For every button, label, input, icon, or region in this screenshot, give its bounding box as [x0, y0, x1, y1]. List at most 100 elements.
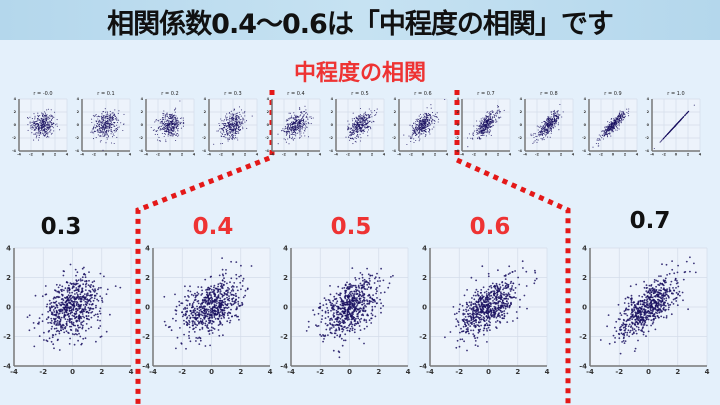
- data-point: [34, 123, 36, 125]
- y-tick-label: -4: [265, 149, 269, 153]
- data-point: [105, 125, 108, 127]
- data-point: [291, 134, 293, 136]
- data-point: [75, 274, 77, 277]
- data-point: [228, 138, 230, 140]
- data-point: [418, 121, 420, 123]
- data-point: [106, 114, 109, 116]
- data-point: [293, 133, 295, 136]
- data-point: [112, 114, 115, 116]
- data-point: [40, 126, 42, 129]
- data-point: [418, 127, 421, 129]
- data-point: [353, 118, 355, 120]
- data-point: [70, 320, 73, 323]
- data-point: [236, 112, 238, 114]
- data-point: [69, 325, 71, 328]
- data-point: [298, 128, 300, 130]
- data-point: [496, 112, 499, 115]
- data-point: [78, 314, 81, 317]
- y-tick-label: 4: [14, 97, 17, 101]
- data-point: [225, 123, 227, 125]
- data-point: [28, 329, 31, 332]
- data-point: [120, 122, 122, 124]
- data-point: [411, 125, 413, 127]
- data-point: [286, 132, 288, 134]
- data-point: [69, 306, 72, 308]
- x-tick-label: 4: [509, 153, 512, 157]
- data-point: [75, 279, 78, 281]
- data-point: [108, 131, 110, 133]
- data-point: [362, 113, 364, 115]
- data-point: [81, 310, 83, 312]
- data-point: [294, 125, 296, 127]
- data-point: [485, 126, 487, 128]
- data-point: [73, 305, 76, 308]
- data-point: [359, 133, 361, 136]
- data-point: [68, 310, 71, 312]
- data-point: [102, 121, 104, 123]
- data-point: [77, 317, 80, 320]
- data-point: [97, 123, 99, 125]
- data-point: [66, 296, 69, 298]
- data-point: [105, 123, 107, 125]
- data-point: [355, 135, 358, 137]
- data-point: [44, 114, 46, 116]
- data-point: [627, 110, 629, 112]
- data-point: [353, 128, 355, 130]
- data-point: [178, 100, 181, 102]
- data-point: [50, 319, 53, 322]
- y-tick-label: 0: [14, 123, 17, 127]
- data-point: [103, 114, 105, 117]
- data-point: [98, 287, 100, 289]
- data-point: [64, 326, 67, 328]
- data-point: [251, 115, 253, 117]
- data-point: [348, 139, 350, 141]
- data-point: [116, 124, 118, 126]
- data-point: [77, 326, 80, 329]
- data-point: [616, 124, 618, 126]
- data-point: [44, 122, 46, 124]
- data-point: [177, 134, 179, 136]
- data-point: [299, 137, 301, 139]
- data-point: [94, 288, 96, 291]
- data-point: [485, 131, 487, 133]
- data-point: [364, 114, 366, 116]
- data-point: [78, 308, 80, 310]
- data-point: [429, 124, 431, 126]
- data-point: [79, 297, 82, 300]
- y-tick-label: 0: [203, 123, 206, 127]
- data-point: [366, 122, 368, 124]
- y-tick-label: 0: [77, 123, 80, 127]
- data-point: [165, 128, 167, 130]
- data-point: [678, 120, 680, 122]
- data-point: [242, 277, 245, 280]
- data-point: [414, 139, 417, 142]
- data-point: [72, 321, 75, 324]
- y-tick-label: 2: [393, 110, 396, 114]
- data-point: [230, 127, 232, 129]
- data-point: [225, 130, 227, 132]
- data-point: [99, 121, 102, 123]
- data-point: [66, 291, 69, 293]
- data-point: [58, 330, 61, 333]
- data-point: [103, 123, 105, 125]
- data-point: [488, 115, 490, 117]
- data-point: [427, 131, 430, 133]
- data-point: [231, 131, 233, 133]
- data-point: [627, 108, 629, 110]
- y-tick-label: 0: [457, 123, 460, 127]
- data-point: [233, 122, 235, 124]
- data-point: [37, 124, 40, 126]
- data-point: [232, 113, 234, 115]
- data-point: [220, 135, 222, 137]
- data-point: [161, 112, 164, 114]
- data-point: [42, 131, 44, 133]
- data-point: [237, 117, 239, 119]
- data-point: [543, 120, 545, 122]
- data-point: [67, 287, 70, 290]
- data-point: [675, 123, 678, 126]
- data-point: [94, 124, 96, 126]
- data-point: [209, 309, 212, 312]
- data-point: [485, 115, 487, 117]
- data-point: [224, 115, 227, 117]
- data-point: [57, 291, 60, 293]
